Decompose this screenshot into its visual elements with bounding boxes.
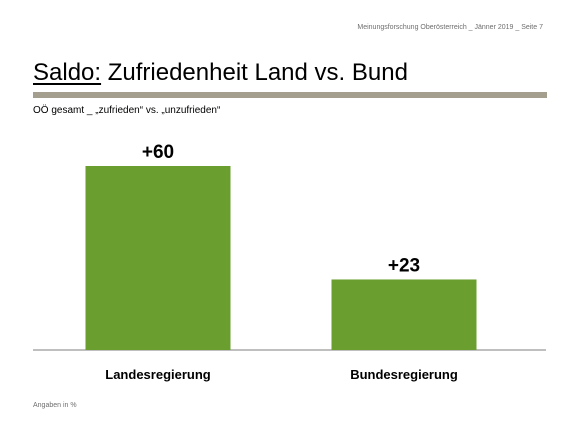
data-label-bundesregierung: +23 <box>388 255 420 276</box>
footnote: Angaben in % <box>33 402 77 409</box>
bar-bundesregierung <box>331 279 477 350</box>
data-label-landesregierung: +60 <box>142 142 174 163</box>
header-meta: Meinungsforschung Oberösterreich _ Jänne… <box>357 24 543 31</box>
title-rule <box>33 92 547 98</box>
title-prefix: Saldo: <box>33 59 102 86</box>
subtitle: OÖ gesamt _ „zufrieden“ vs. „unzufrieden… <box>33 105 221 116</box>
category-label-bundesregierung: Bundesregierung <box>350 367 458 382</box>
category-label-landesregierung: Landesregierung <box>105 367 211 382</box>
page-title: Saldo: Zufriedenheit Land vs. Bund <box>33 58 408 88</box>
bar-landesregierung <box>85 166 231 350</box>
title-text: Zufriedenheit Land vs. Bund <box>101 59 408 86</box>
